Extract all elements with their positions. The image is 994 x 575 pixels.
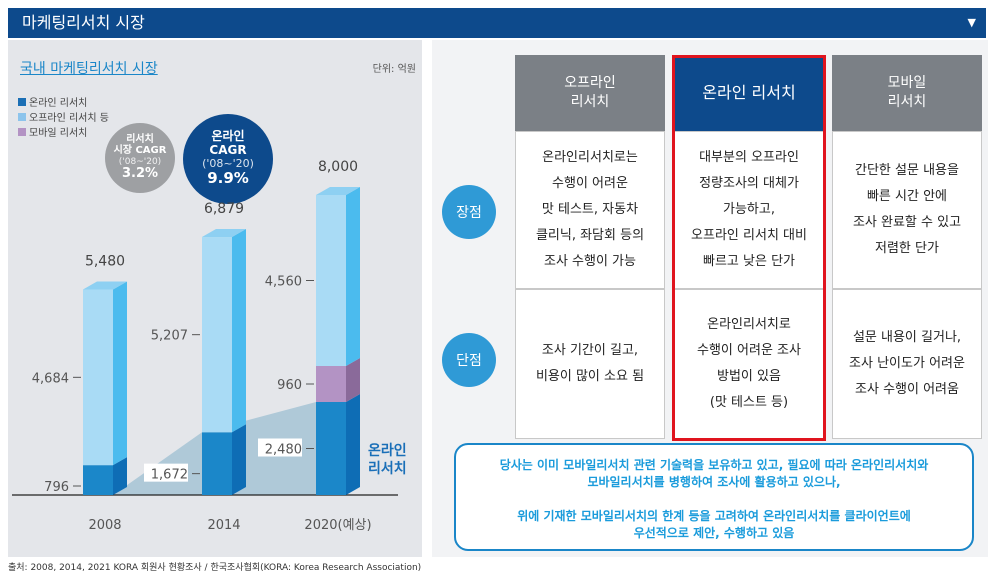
- bar-segment-front: [83, 289, 113, 466]
- bar-top: [83, 281, 127, 290]
- table-cell: 온라인리서치로는 수행이 어려운 맛 테스트, 자동차 클리닉, 좌담회 등의 …: [515, 131, 665, 289]
- table-cell: 대부분의 오프라인 정량조사의 대체가 가능하고, 오프라인 리서치 대비 빠르…: [674, 131, 824, 289]
- bar-top: [316, 187, 360, 195]
- bar-segment-front: [202, 432, 232, 495]
- chevron-down-icon[interactable]: ▼: [967, 16, 976, 29]
- online-value-label: 2,480: [265, 443, 302, 458]
- row-label-pros: 장점: [442, 185, 496, 239]
- bar-segment-side: [113, 457, 127, 495]
- online-series-label: 리서치: [368, 461, 407, 477]
- table-cell: 조사 기간이 길고, 비용이 많이 소요 됨: [515, 289, 665, 439]
- source-note: 출처: 2008, 2014, 2021 KORA 회원사 현황조사 / 한국조…: [8, 563, 422, 573]
- column-offline: 오프라인 리서치 온라인리서치로는 수행이 어려운 맛 테스트, 자동차 클리닉…: [515, 55, 665, 439]
- bar-segment-front: [316, 195, 346, 366]
- legend-mobile: 모바일 리서치: [18, 126, 109, 141]
- bar-top: [202, 229, 246, 238]
- offline-value-label: 4,684: [32, 371, 69, 386]
- online-series-label: 온라인: [368, 442, 407, 459]
- bar-segment-side: [346, 187, 360, 366]
- bar-segment-front: [202, 237, 232, 433]
- legend: 온라인 리서치 오프라인 리서치 등 모바일 리서치: [18, 96, 109, 141]
- x-tick-label: 2014: [207, 518, 240, 533]
- comparison-panel: 장점 단점 오프라인 리서치 온라인리서치로는 수행이 어려운 맛 테스트, 자…: [432, 40, 988, 557]
- bar-segment-side: [232, 229, 246, 433]
- summary-note: 당사는 이미 모바일리서치 관련 기술력을 보유하고 있고, 필요에 따라 온라…: [454, 443, 974, 551]
- mobile-value-label: 960: [277, 378, 302, 393]
- table-cell: 온라인리서치로 수행이 어려운 조사 방법이 있음 (맛 테스트 등): [674, 289, 824, 439]
- chart-title: 국내 마케팅리서치 시장: [20, 61, 158, 77]
- column-header: 모바일 리서치: [832, 55, 982, 131]
- table-cell: 간단한 설문 내용을 빠른 시간 안에 조사 완료할 수 있고 저렴한 단가: [832, 131, 982, 289]
- bar-segment-side: [113, 281, 127, 466]
- x-tick-label: 2008: [88, 518, 121, 533]
- bar-segment-front: [316, 402, 346, 495]
- label-box: [258, 438, 302, 457]
- bar-segment-side: [232, 424, 246, 495]
- online-cagr-badge: 온라인 CAGR ('08~'20) 9.9%: [183, 114, 273, 204]
- legend-online: 온라인 리서치: [18, 96, 109, 111]
- bar-segment-front: [316, 366, 346, 402]
- section-title: 마케팅리서치 시장: [22, 13, 145, 32]
- total-label: 8,000: [318, 159, 358, 175]
- label-box: [144, 463, 188, 482]
- bar-segment-front: [83, 465, 113, 495]
- column-mobile: 모바일 리서치 간단한 설문 내용을 빠른 시간 안에 조사 완료할 수 있고 …: [832, 55, 982, 439]
- column-header: 온라인 리서치: [674, 55, 824, 131]
- online-value-label: 796: [44, 480, 69, 495]
- column-header: 오프라인 리서치: [515, 55, 665, 131]
- highlight-border: [672, 55, 826, 441]
- market-cagr-badge: 리서치 시장 CAGR ('08~'20) 3.2%: [105, 123, 175, 193]
- bar-segment-side: [346, 394, 360, 495]
- offline-value-label: 4,560: [265, 275, 302, 290]
- bar-segment-side: [346, 358, 360, 402]
- table-cell: 설문 내용이 길거나, 조사 난이도가 어려운 조사 수행이 어려움: [832, 289, 982, 439]
- section-header[interactable]: 마케팅리서치 시장 ▼: [8, 8, 986, 38]
- legend-offline: 오프라인 리서치 등: [18, 111, 109, 126]
- total-label: 5,480: [85, 254, 125, 270]
- row-label-cons: 단점: [442, 333, 496, 387]
- x-tick-label: 2020(예상): [304, 518, 371, 533]
- stacked-bar-chart: 5,480 2008 796 4,684 6,879 2014 1,672 5,207 8,00…: [12, 159, 407, 533]
- column-online: 온라인 리서치 대부분의 오프라인 정량조사의 대체가 가능하고, 오프라인 리…: [674, 55, 824, 439]
- unit-label: 단위: 억원: [372, 64, 416, 75]
- total-label: 6,879: [204, 201, 244, 217]
- online-value-label: 1,672: [151, 468, 188, 483]
- offline-value-label: 5,207: [151, 329, 188, 344]
